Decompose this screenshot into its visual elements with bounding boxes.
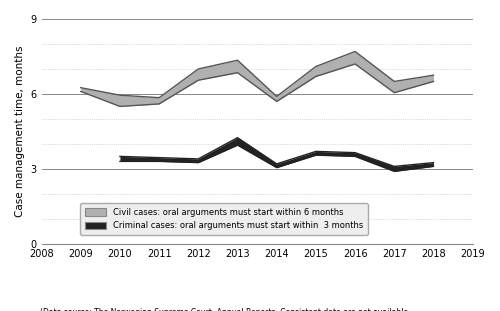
Y-axis label: Case management time, months: Case management time, months bbox=[15, 46, 25, 217]
Text: (Data source: The Norwegian Supreme Court, Annual Reports. Consistent data are n: (Data source: The Norwegian Supreme Cour… bbox=[40, 308, 408, 311]
Legend: Civil cases: oral arguments must start within 6 months, Criminal cases: oral arg: Civil cases: oral arguments must start w… bbox=[80, 203, 368, 235]
